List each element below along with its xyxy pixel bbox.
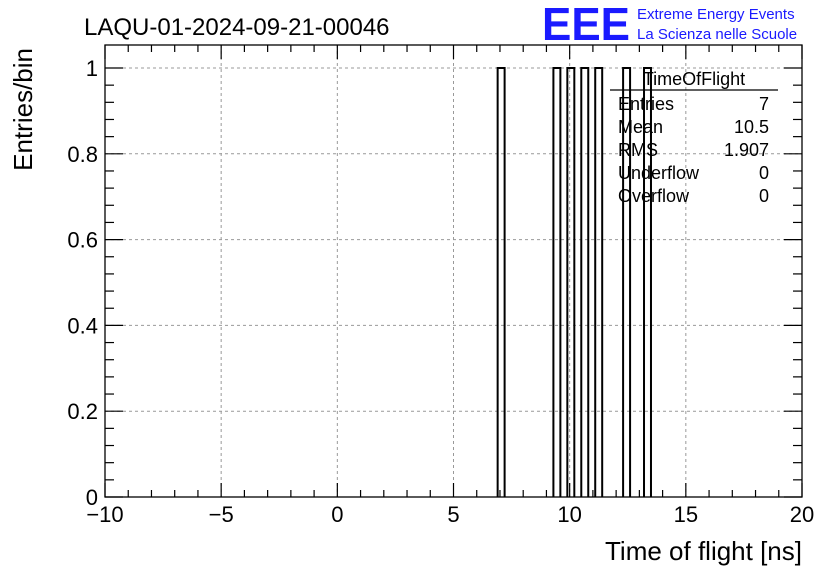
eee-logo-letters: EEE xyxy=(542,0,630,50)
stats-row-label: Mean xyxy=(618,117,663,137)
x-tick-label: 5 xyxy=(447,502,459,527)
stats-row-value: 0 xyxy=(759,186,769,206)
stats-row-label: Entries xyxy=(618,94,674,114)
x-tick-labels: −10 −5 0 5 10 15 20 xyxy=(86,502,814,527)
stats-row-value: 7 xyxy=(759,94,769,114)
y-tick-label: 1 xyxy=(86,56,98,81)
histogram-bars xyxy=(496,67,652,497)
stats-box: TimeOfFlight Entries 7 Mean 10.5 RMS 1.907 Und… xyxy=(610,69,778,206)
y-tick-label: 0.6 xyxy=(67,228,98,253)
y-axis-title: Entries/bin xyxy=(8,48,38,171)
histogram-bar xyxy=(580,67,590,497)
eee-logo: EEE Extreme Energy Events La Scienza nel… xyxy=(542,0,797,50)
axis-ticks xyxy=(104,45,803,498)
stats-row-label: Overflow xyxy=(618,186,690,206)
x-tick-label: 0 xyxy=(331,502,343,527)
stats-row-label: RMS xyxy=(618,140,658,160)
stats-row-label: Underflow xyxy=(618,163,700,183)
y-tick-label: 0.4 xyxy=(67,313,98,338)
chart-title: LAQU-01-2024-09-21-00046 xyxy=(84,14,390,41)
histogram-bar xyxy=(552,67,562,497)
histogram-bar xyxy=(643,67,652,497)
x-tick-label: −10 xyxy=(86,502,123,527)
x-axis-title: Time of flight [ns] xyxy=(605,536,802,566)
histogram-bar xyxy=(594,67,604,497)
eee-logo-line2: La Scienza nelle Scuole xyxy=(637,26,797,43)
stats-title: TimeOfFlight xyxy=(643,69,745,89)
stats-row-value: 0 xyxy=(759,163,769,183)
stats-rows: Entries 7 Mean 10.5 RMS 1.907 Underflow 0 Overfl… xyxy=(618,94,769,206)
stats-row-value: 1.907 xyxy=(724,140,769,160)
x-tick-label: 15 xyxy=(674,502,698,527)
y-tick-labels: 0 0.2 0.4 0.6 0.8 1 xyxy=(67,56,98,510)
stats-row-value: 10.5 xyxy=(734,117,769,137)
histogram-bar xyxy=(566,67,576,497)
y-tick-label: 0.2 xyxy=(67,399,98,424)
y-tick-label: 0 xyxy=(86,485,98,510)
x-tick-label: −5 xyxy=(209,502,234,527)
x-tick-label: 10 xyxy=(557,502,581,527)
eee-logo-line1: Extreme Energy Events xyxy=(637,6,795,23)
x-tick-label: 20 xyxy=(790,502,814,527)
grid-lines xyxy=(105,45,802,497)
y-tick-label: 0.8 xyxy=(67,142,98,167)
histogram-bar xyxy=(496,67,506,497)
histogram-bar xyxy=(622,67,632,497)
